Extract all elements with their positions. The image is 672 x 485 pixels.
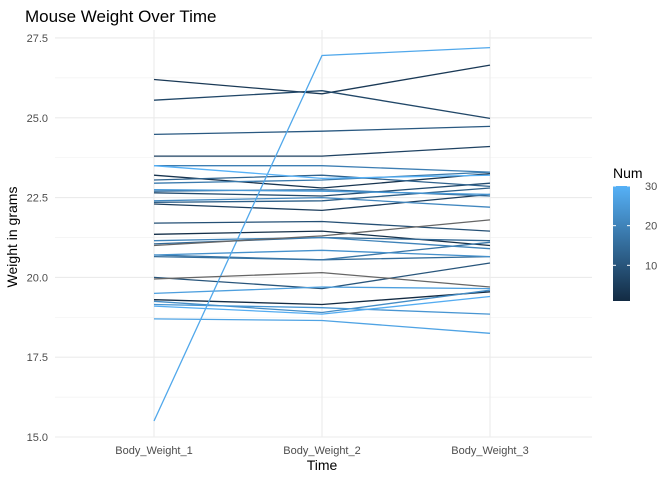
series-line: [154, 165, 491, 173]
series-line: [153, 171, 491, 184]
color-legend: Num 10 20 30: [613, 165, 657, 301]
series-line: [153, 187, 491, 204]
y-tick-label: 22.5: [27, 193, 48, 205]
x-tick-label: Body_Weight_3: [451, 445, 528, 457]
series-line: [153, 236, 491, 250]
series-line: [153, 165, 491, 180]
series-line: [153, 196, 491, 208]
legend-colorbar: [613, 186, 630, 301]
series-line: [153, 262, 491, 290]
chart-title: Mouse Weight Over Time: [25, 7, 216, 26]
y-tick-label: 17.5: [27, 352, 48, 364]
x-axis-label: Time: [307, 457, 338, 473]
series-lines: [153, 46, 491, 422]
y-tick-label: 15.0: [27, 432, 48, 444]
series-line: [153, 291, 491, 306]
series-line: [153, 188, 491, 196]
series-line: [153, 125, 491, 136]
series-line: [154, 145, 491, 157]
x-tick-label: Body_Weight_1: [115, 445, 192, 457]
series-line: [153, 295, 491, 315]
legend-tick-label: 20: [645, 221, 657, 233]
legend-tick-label: 30: [645, 181, 657, 193]
series-line: [153, 90, 491, 120]
series-line: [153, 303, 491, 315]
series-line: [153, 249, 491, 258]
series-line: [153, 318, 491, 334]
grid: [55, 30, 592, 438]
series-line: [153, 286, 491, 295]
series-line: [153, 219, 491, 247]
series-line: [153, 271, 491, 288]
y-axis-ticks: 15.0 17.5 20.0 22.5 25.0 27.5: [27, 33, 48, 444]
y-tick-label: 20.0: [27, 272, 48, 284]
y-tick-label: 27.5: [27, 33, 48, 45]
series-line: [153, 193, 491, 212]
legend-tick-label: 10: [645, 260, 657, 272]
series-line: [153, 46, 491, 422]
y-axis-label: Weight in grams: [4, 187, 20, 288]
series-line: [153, 174, 491, 188]
series-line: [153, 64, 491, 95]
y-tick-label: 25.0: [27, 113, 48, 125]
legend-ticks: 10 20 30: [613, 181, 657, 272]
series-line: [153, 220, 491, 232]
series-line: [153, 182, 491, 197]
series-line: [153, 172, 491, 189]
x-tick-label: Body_Weight_2: [283, 445, 360, 457]
legend-title: Num: [613, 165, 643, 181]
series-line: [153, 241, 491, 261]
series-line: [153, 230, 491, 247]
x-axis-ticks: Body_Weight_1 Body_Weight_2 Body_Weight_3: [115, 445, 528, 457]
